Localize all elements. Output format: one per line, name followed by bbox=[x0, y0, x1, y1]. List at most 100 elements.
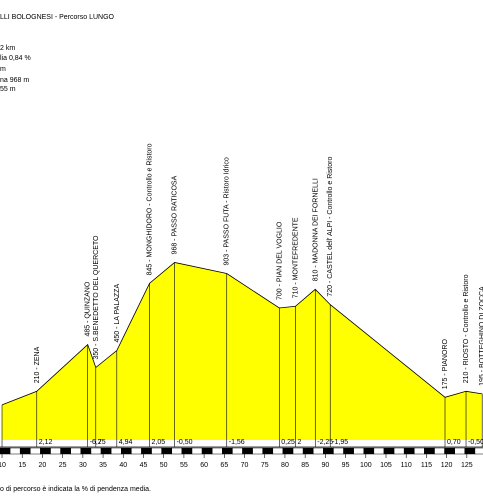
ruler-block bbox=[151, 447, 162, 455]
x-tick-label: 20 bbox=[39, 462, 47, 469]
ruler-block bbox=[302, 447, 314, 455]
header-text: LLI BOLOGNESI - Percorso LUNGO bbox=[0, 14, 115, 21]
x-tick-label: 90 bbox=[321, 462, 329, 469]
x-tick-label: 25 bbox=[59, 462, 67, 469]
point-label: 710 - MONTEFREDENTE bbox=[292, 217, 299, 298]
point-label: 720 - CASTEL dell' ALPI - Controllo e Ri… bbox=[327, 157, 334, 297]
header-text: na 968 m bbox=[0, 77, 29, 84]
x-tick-label: 100 bbox=[360, 462, 372, 469]
ruler-block bbox=[343, 447, 354, 455]
point-label: 210 - RIOSTO - Controllo e Ristoro bbox=[463, 274, 470, 383]
x-tick-label: 60 bbox=[200, 462, 208, 469]
ruler-block bbox=[201, 447, 213, 455]
slope-label: 0,25 bbox=[281, 439, 295, 446]
ruler-block bbox=[242, 447, 253, 455]
point-label: 485 - QUINZANO bbox=[85, 281, 92, 336]
ruler-block bbox=[262, 447, 274, 455]
ruler-block bbox=[414, 447, 425, 455]
ruler-block bbox=[40, 447, 51, 455]
x-tick-label: 125 bbox=[461, 462, 473, 469]
point-label: 903 - PASSO FUTA - Ristoro Idrico bbox=[224, 157, 231, 265]
ruler-block bbox=[353, 447, 365, 455]
ruler-block bbox=[80, 447, 92, 455]
ruler-block bbox=[292, 447, 304, 455]
ruler-block bbox=[30, 447, 41, 455]
ruler-block bbox=[333, 447, 344, 455]
slope-label: -1,56 bbox=[229, 439, 245, 446]
slope-label: 2,05 bbox=[152, 439, 166, 446]
header-text: m bbox=[0, 66, 6, 73]
ruler-block bbox=[9, 447, 21, 455]
slope-label: 2,12 bbox=[39, 439, 53, 446]
slope-label: 4,94 bbox=[119, 439, 133, 446]
ruler-block bbox=[434, 447, 445, 455]
ruler-block bbox=[403, 447, 415, 455]
ruler-block bbox=[171, 447, 183, 455]
x-tick-label: 115 bbox=[421, 462, 432, 469]
x-tick-label: 55 bbox=[180, 462, 188, 469]
ruler-block bbox=[60, 447, 71, 455]
ruler-block bbox=[424, 447, 435, 455]
ruler-block bbox=[282, 447, 294, 455]
slope-label: -6,75 bbox=[90, 439, 106, 446]
ruler-block bbox=[70, 447, 82, 455]
ruler-block bbox=[312, 447, 324, 455]
x-tick-label: 85 bbox=[301, 462, 309, 469]
ruler-block bbox=[373, 447, 385, 455]
profile-area bbox=[2, 262, 483, 440]
x-tick-label: 120 bbox=[441, 462, 453, 469]
ruler-block bbox=[272, 447, 284, 455]
ruler-block bbox=[19, 447, 31, 455]
ruler-block bbox=[131, 447, 142, 455]
header-text: 55 m bbox=[0, 86, 16, 93]
point-label: 210 - ZENA bbox=[34, 346, 41, 383]
ruler-block bbox=[222, 447, 233, 455]
point-label: 700 - PIAN DEL VOGLIO bbox=[276, 221, 283, 300]
header-text: lia 0,84 % bbox=[0, 55, 31, 62]
x-tick-label: 70 bbox=[241, 462, 249, 469]
ruler-block bbox=[211, 447, 223, 455]
point-label: 450 - LA PALAZZA bbox=[114, 284, 121, 343]
ruler-block bbox=[100, 447, 112, 455]
footer-text: o di percorso è indicata la % di pendenz… bbox=[0, 486, 151, 493]
point-label: 350 - S.BENEDETTO DEL QUERCETO bbox=[93, 235, 100, 360]
ruler-block bbox=[0, 447, 11, 455]
x-tick-label: 80 bbox=[281, 462, 289, 469]
ruler-block bbox=[444, 447, 455, 455]
ruler-block bbox=[323, 447, 334, 455]
ruler-block bbox=[474, 447, 483, 455]
slope-label: -1,95 bbox=[332, 439, 348, 446]
x-tick-label: 75 bbox=[261, 462, 269, 469]
x-tick-label: 10 bbox=[0, 462, 6, 469]
slope-label: -2,25 bbox=[317, 439, 333, 446]
x-tick-label: 95 bbox=[342, 462, 350, 469]
ruler-block bbox=[50, 447, 61, 455]
point-label: 810 - MADONNA DEI FORNELLI bbox=[312, 178, 319, 281]
ruler-block bbox=[383, 447, 395, 455]
ruler-block bbox=[363, 447, 375, 455]
ruler-block bbox=[232, 447, 243, 455]
x-tick-label: 50 bbox=[160, 462, 168, 469]
x-tick-label: 65 bbox=[220, 462, 228, 469]
point-label: 845 - MONGHIDORO - Controllo e Ristoro bbox=[147, 143, 154, 275]
x-tick-label: 110 bbox=[401, 462, 412, 469]
slope-label: 2 bbox=[297, 439, 301, 446]
ruler-block bbox=[121, 447, 132, 455]
x-tick-label: 30 bbox=[79, 462, 87, 469]
x-tick-label: 105 bbox=[380, 462, 392, 469]
x-tick-label: 45 bbox=[140, 462, 148, 469]
ruler-block bbox=[191, 447, 203, 455]
x-tick-label: 35 bbox=[99, 462, 107, 469]
slope-label: 2 bbox=[98, 439, 102, 446]
ruler-block bbox=[393, 447, 405, 455]
ruler-block bbox=[161, 447, 173, 455]
ruler-block bbox=[464, 447, 476, 455]
point-label: 195 - BOTTEGHINO DI ZOCCA bbox=[479, 286, 483, 386]
ruler-block bbox=[90, 447, 102, 455]
ruler-block bbox=[454, 447, 466, 455]
point-label: 968 - PASSO RATICOSA bbox=[172, 175, 179, 254]
slope-label: -0,50 bbox=[177, 439, 193, 446]
x-tick-label: 40 bbox=[119, 462, 127, 469]
ruler-block bbox=[110, 447, 122, 455]
